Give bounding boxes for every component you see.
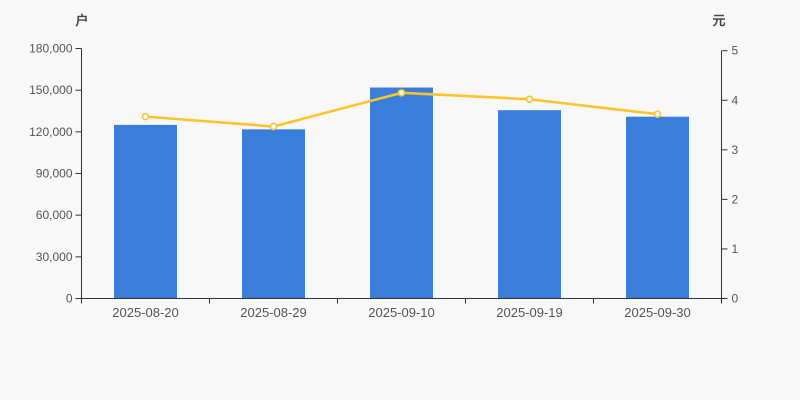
y-left-tick-label: 0 — [66, 292, 73, 306]
x-tick-label: 2025-09-30 — [624, 305, 691, 320]
y-right-tick-label: 1 — [732, 242, 739, 256]
bar-2025-08-29[interactable] — [242, 129, 305, 299]
y-right-tick-label: 0 — [732, 292, 739, 306]
y-right-tick-label: 3 — [732, 143, 739, 157]
y-left-tick-label: 90,000 — [36, 167, 73, 181]
y-right-tick-label: 5 — [732, 44, 739, 58]
y-right-tick-label: 4 — [732, 93, 739, 107]
bar-2025-09-19[interactable] — [498, 110, 561, 299]
y-axis-right-title: 元 — [712, 13, 726, 28]
y-left-tick-label: 60,000 — [36, 208, 73, 222]
x-tick-label: 2025-09-10 — [368, 305, 435, 320]
y-axis-left-title: 户 — [75, 13, 89, 28]
line-marker-2025-09-10[interactable] — [397, 89, 406, 97]
line-marker-2025-08-20[interactable] — [141, 112, 150, 121]
y-left-tick-label: 120,000 — [29, 125, 73, 139]
bar-2025-09-30[interactable] — [626, 116, 689, 299]
line-marker-2025-09-19[interactable] — [525, 95, 534, 104]
bar-2025-08-20[interactable] — [114, 124, 177, 299]
y-left-tick-label: 30,000 — [36, 250, 73, 264]
y-left-tick-label: 180,000 — [29, 42, 73, 56]
y-right-tick-label: 2 — [732, 192, 739, 206]
x-tick-label: 2025-08-29 — [240, 305, 307, 320]
x-tick-label: 2025-09-19 — [496, 305, 563, 320]
bar-2025-09-10[interactable] — [370, 87, 433, 299]
line-marker-2025-09-30[interactable] — [653, 110, 662, 118]
line-marker-2025-08-29[interactable] — [269, 122, 278, 131]
y-left-tick-label: 150,000 — [29, 83, 73, 97]
x-tick-label: 2025-08-20 — [112, 305, 179, 320]
